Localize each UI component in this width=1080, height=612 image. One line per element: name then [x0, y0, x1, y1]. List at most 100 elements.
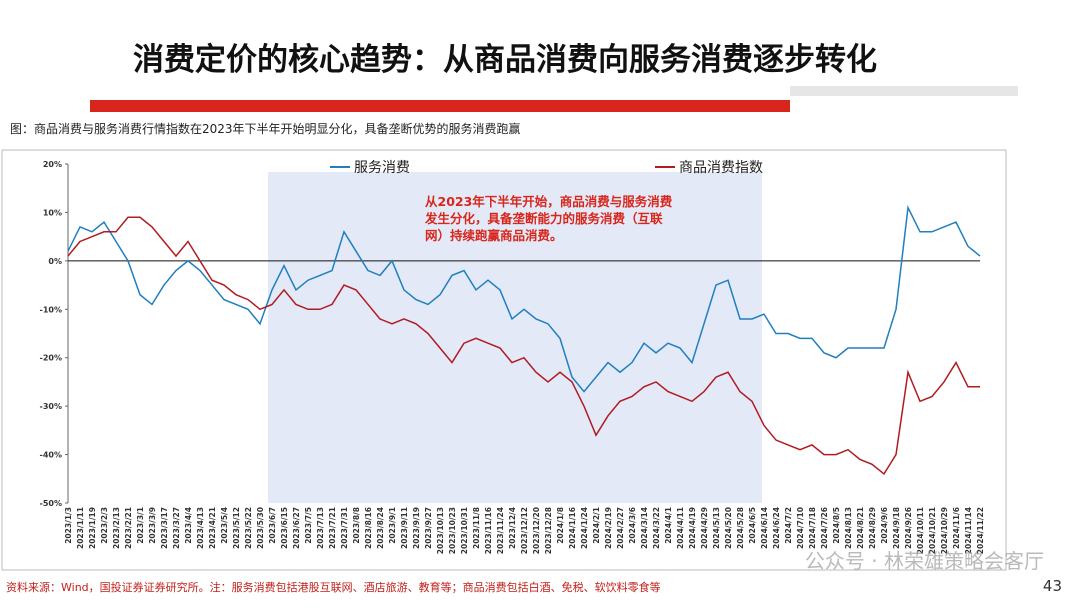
x-tick-label: 2024/2/27 [616, 507, 625, 549]
x-tick-label: 2024/5/20 [724, 507, 733, 549]
x-tick-label: 2024/9/26 [904, 507, 913, 549]
x-tick-label: 2024/8/29 [868, 507, 877, 549]
legend-label: 商品消费指数 [679, 160, 763, 176]
y-tick-label: 10% [43, 208, 62, 217]
x-tick-label: 2024/1/16 [568, 507, 577, 549]
x-tick-label: 2023/10/13 [436, 507, 445, 554]
x-tick-label: 2023/11/24 [496, 507, 505, 554]
x-tick-label: 2023/6/7 [268, 507, 277, 544]
x-tick-label: 2023/10/23 [448, 507, 457, 554]
x-tick-label: 2023/12/28 [544, 507, 553, 554]
x-tick-label: 2024/6/14 [760, 507, 769, 549]
x-tick-label: 2024/8/5 [832, 507, 841, 544]
title-bar-gray [790, 86, 1018, 96]
x-tick-label: 2023/2/13 [112, 507, 121, 549]
x-tick-label: 2023/7/13 [316, 507, 325, 549]
x-tick-label: 2024/9/6 [880, 507, 889, 544]
x-tick-label: 2023/11/16 [484, 507, 493, 554]
x-tick-label: 2023/5/12 [232, 507, 241, 549]
x-tick-label: 2023/1/3 [64, 507, 73, 544]
x-tick-label: 2023/8/8 [352, 507, 361, 544]
series-line [67, 216, 980, 476]
x-tick-label: 2023/12/20 [532, 507, 541, 554]
x-tick-label: 2023/5/30 [256, 507, 265, 549]
x-tick-label: 2023/6/15 [280, 507, 289, 549]
x-tick-label: 2024/3/6 [628, 507, 637, 544]
x-tick-label: 2024/11/14 [964, 507, 973, 554]
x-tick-label: 2024/2/19 [604, 507, 613, 549]
x-tick-label: 2024/6/24 [772, 507, 781, 549]
x-tick-label: 2024/4/1 [664, 507, 673, 544]
x-tick-label: 2023/7/5 [304, 507, 313, 544]
x-tick-label: 2023/4/21 [208, 507, 217, 549]
series-line [67, 204, 981, 393]
x-tick-label: 2023/10/31 [460, 507, 469, 554]
x-tick-label: 2023/7/31 [340, 507, 349, 549]
x-tick-label: 2023/6/27 [292, 507, 301, 549]
title-bar [90, 100, 790, 112]
x-tick-label: 2024/8/21 [856, 507, 865, 549]
watermark: 公众号 · 林荣雄策略会客厅 [805, 549, 1044, 573]
x-tick-label: 2024/5/28 [736, 507, 745, 549]
plot: 20%10%0%-10%-20%-30%-40%-50%2023/1/3 2023… [40, 160, 985, 554]
caption: 图：商品消费与服务消费行情指数在2023年下半年开始明显分化，具备垄断优势的服务… [10, 121, 521, 136]
highlight-band [268, 172, 762, 503]
y-tick-label: -20% [40, 354, 62, 363]
y-tick-label: 0% [48, 257, 62, 266]
x-tick-label: 2024/3/22 [652, 507, 661, 549]
x-tick-label: 2023/2/21 [124, 507, 133, 549]
y-tick-label: 20% [43, 160, 62, 169]
x-tick-label: 2023/8/24 [376, 507, 385, 549]
y-tick-label: -30% [40, 402, 62, 411]
x-tick-label: 2024/7/18 [808, 507, 817, 549]
x-tick-label: 2024/11/6 [952, 507, 961, 549]
x-tick-label: 2023/2/3 [100, 507, 109, 544]
x-tick-label: 2024/2/1 [592, 507, 601, 544]
source: 资料来源：Wind，国投证券证券研究所。注：服务消费包括港股互联网、酒店旅游、教… [6, 580, 661, 594]
x-tick-label: 2023/12/4 [508, 507, 517, 549]
x-tick-label: 2023/4/4 [184, 507, 193, 544]
x-tick-label: 2024/7/10 [796, 507, 805, 549]
y-tick-label: -50% [40, 499, 62, 508]
y-tick-label: -10% [40, 305, 62, 314]
x-tick-label: 2024/8/13 [844, 507, 853, 549]
x-tick-label: 2023/1/19 [88, 507, 97, 549]
page-number: 43 [1043, 577, 1062, 595]
x-tick-label: 2024/5/13 [712, 507, 721, 549]
x-tick-label: 2023/4/13 [196, 507, 205, 549]
x-tick-label: 2024/1/8 [556, 507, 565, 544]
x-tick-label: 2024/10/29 [940, 507, 949, 554]
x-tick-label: 2023/8/16 [364, 507, 373, 549]
x-tick-label: 2023/3/9 [148, 507, 157, 544]
x-tick-label: 2024/4/29 [700, 507, 709, 549]
x-tick-label: 2024/7/2 [784, 507, 793, 544]
x-tick-label: 2024/9/18 [892, 507, 901, 549]
x-tick-label: 2024/4/19 [688, 507, 697, 549]
x-tick-label: 2023/12/12 [520, 507, 529, 554]
x-tick-label: 2023/3/27 [172, 507, 181, 549]
x-tick-label: 2023/1/11 [76, 507, 85, 549]
x-tick-label: 2024/7/26 [820, 507, 829, 549]
x-tick-label: 2023/11/8 [472, 507, 481, 549]
x-tick-label: 2024/11/22 [976, 507, 985, 554]
legend-label: 服务消费 [354, 160, 410, 176]
x-tick-label: 2023/7/21 [328, 507, 337, 549]
x-tick-label: 2024/1/24 [580, 507, 589, 549]
x-tick-label: 2023/3/1 [136, 507, 145, 544]
x-tick-label: 2024/6/5 [748, 507, 757, 544]
x-tick-label: 2023/9/19 [412, 507, 421, 549]
x-tick-label: 2023/3/17 [160, 507, 169, 549]
annotation: 从2023年下半年开始，商品消费与服务消费 [425, 194, 673, 209]
chart-frame [1, 149, 1007, 571]
x-tick-label: 2023/9/11 [400, 507, 409, 549]
x-tick-label: 2023/9/27 [424, 507, 433, 549]
x-tick-label: 2024/10/21 [928, 507, 937, 554]
x-tick-label: 2024/10/11 [916, 507, 925, 554]
x-tick-label: 2023/5/22 [244, 507, 253, 549]
y-tick-label: -40% [40, 451, 62, 460]
x-tick-label: 2023/9/1 [388, 507, 397, 544]
x-tick-label: 2023/5/4 [220, 507, 229, 544]
slide-title: 消费定价的核心趋势：从商品消费向服务消费逐步转化 [133, 42, 877, 78]
